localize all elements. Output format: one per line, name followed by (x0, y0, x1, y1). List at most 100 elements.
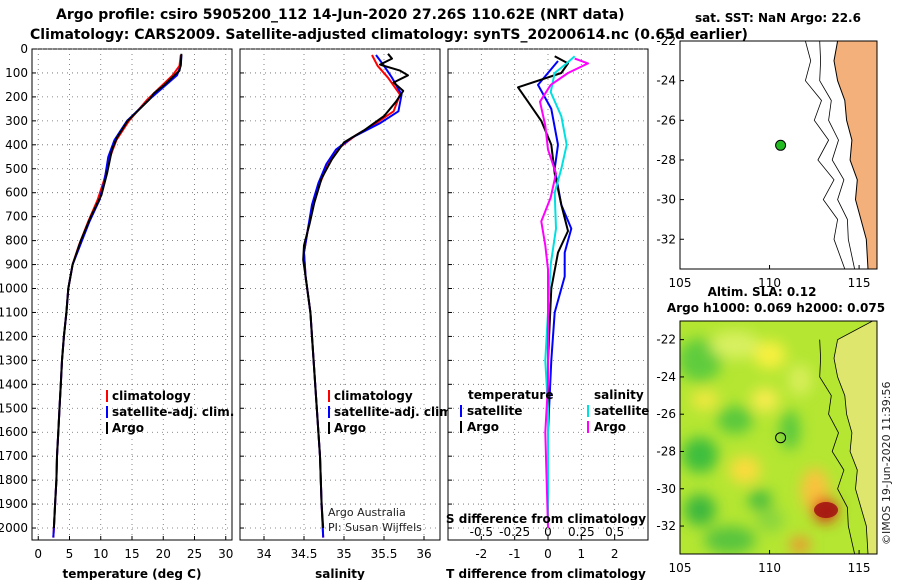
bathymetry-contour (804, 41, 846, 269)
sst-map-frame (679, 40, 878, 270)
temperature-lines (52, 53, 183, 538)
legend-label-s-satellite: satellite (594, 404, 649, 418)
x-tick-label: 35.5 (371, 547, 398, 561)
y-tick-label: 500 (5, 162, 28, 176)
map-y-tick-label: -32 (656, 519, 676, 533)
y-tick-label: 800 (5, 234, 28, 248)
x2-tick-label: 0.25 (568, 525, 595, 539)
legend-label-s-argo: Argo (594, 420, 626, 434)
difference-ticks: -2 -1 0 1 2 -0.5 -0.25 0 0.25 0.5 (448, 48, 624, 561)
x-tick-label: -2 (475, 547, 487, 561)
legend-label-t-argo: Argo (467, 420, 499, 434)
bathymetry-contour (819, 41, 855, 269)
x-tick-label: -1 (509, 547, 521, 561)
y-tick-label: 1500 (0, 401, 28, 415)
sla-map-ticks: -22 -24 -26 -28 -30 -32 105 110 115 (656, 333, 870, 575)
series-line-t-argo (517, 55, 569, 528)
salinity-plot-frame (239, 48, 441, 541)
legend-label-argo: Argo (334, 421, 366, 435)
map-x-tick-label: 110 (758, 561, 781, 575)
x-tick-label: 36 (416, 547, 431, 561)
x2-tick-label: -0.5 (470, 525, 493, 539)
x-tick-label: 2 (611, 547, 619, 561)
y-tick-label: 1600 (0, 425, 28, 439)
x-tick-label: 35 (336, 547, 351, 561)
x-tick-label: 30 (218, 547, 233, 561)
difference-lines (517, 55, 589, 529)
legend-label-satellite-adj: satellite-adj. clim. (334, 405, 456, 419)
y-tick-label: 1800 (0, 473, 28, 487)
sst-map-ticks: -22 -24 -26 -28 -30 -32 105 110 115 (656, 34, 870, 290)
temperature-xlabel: temperature (deg C) (63, 567, 202, 580)
legend-title-temperature: temperature (468, 388, 553, 402)
y-tick-label: 1000 (0, 282, 28, 296)
temperature-grid (32, 48, 232, 540)
bathymetry-contour (819, 339, 855, 554)
y-tick-label: 700 (5, 210, 28, 224)
land-area (833, 41, 877, 269)
y-tick-label: 200 (5, 90, 28, 104)
credit-text: Argo Australia (328, 506, 406, 519)
x-tick-label: 25 (187, 547, 202, 561)
sla-map-title-line2: Argo h1000: 0.069 h2000: 0.075 (667, 301, 885, 315)
pi-text: PI: Susan Wijffels (328, 521, 422, 534)
x-tick-label: 34 (256, 547, 271, 561)
argo-float-marker (775, 139, 787, 151)
y-tick-label: 1900 (0, 497, 28, 511)
y-tick-label: 0 (20, 42, 28, 56)
series-line-argo (302, 53, 409, 529)
argo-float-marker (775, 432, 787, 444)
y-tick-label: 300 (5, 114, 28, 128)
map-x-tick-label: 105 (669, 276, 692, 290)
x-tick-label: 1 (578, 547, 586, 561)
y-tick-label: 1400 (0, 377, 28, 391)
x-tick-label: 5 (66, 547, 74, 561)
difference-panel: -2 -1 0 1 2 -0.5 -0.25 0 0.25 0.5 T difference fr… (446, 48, 649, 580)
legend-label-climatology: climatology (334, 389, 413, 403)
x2-tick-label: 0 (544, 525, 552, 539)
x-tick-label: 0 (34, 547, 42, 561)
legend-label-satellite-adj: satellite-adj. clim. (112, 405, 234, 419)
sst-map: sat. SST: NaN Argo: 22.6 -22 -24 -26 -28 -30… (656, 11, 878, 290)
sst-map-title: sat. SST: NaN Argo: 22.6 (695, 11, 861, 25)
map-y-tick-label: -30 (656, 193, 676, 207)
map-y-tick-label: -32 (656, 232, 676, 246)
legend-title-salinity: salinity (594, 388, 644, 402)
legend-label-t-satellite: satellite (467, 404, 522, 418)
salinity-grid (240, 48, 440, 540)
sla-heatmap (680, 321, 877, 554)
salinity-legend: climatology satellite-adj. clim. Argo (328, 389, 456, 435)
temperature-legend: climatology satellite-adj. clim. Argo (106, 389, 234, 435)
temperature-panel: 0100200300400500600700800900100011001200… (0, 42, 234, 580)
map-x-tick-label: 110 (758, 276, 781, 290)
legend-label-argo: Argo (112, 421, 144, 435)
y-tick-label: 1300 (0, 353, 28, 367)
y-tick-label: 900 (5, 258, 28, 272)
y-tick-label: 400 (5, 138, 28, 152)
x-tick-label: 10 (93, 547, 108, 561)
map-y-tick-label: -24 (656, 74, 676, 88)
series-line-argo (52, 53, 183, 529)
salinity-xlabel: salinity (315, 567, 365, 580)
salinity-ticks: 34 34.5 35 35.5 36 (240, 48, 432, 561)
map-y-tick-label: -26 (656, 407, 676, 421)
figure-title-line2: Climatology: CARS2009. Satellite-adjuste… (30, 27, 748, 43)
y-tick-label: 100 (5, 66, 28, 80)
temperature-ticks: 0100200300400500600700800900100011001200… (0, 42, 233, 561)
x2-tick-label: -0.25 (499, 525, 530, 539)
x-tick-label: 0 (544, 547, 552, 561)
map-x-tick-label: 105 (669, 561, 692, 575)
x-tick-label: 15 (124, 547, 139, 561)
map-y-tick-label: -24 (656, 370, 676, 384)
salinity-lines (302, 53, 409, 538)
map-y-tick-label: -22 (656, 34, 676, 48)
y-tick-label: 600 (5, 186, 28, 200)
s-difference-label: S difference from climatology (446, 512, 646, 526)
y-tick-label: 2000 (0, 521, 28, 535)
map-x-tick-label: 115 (848, 561, 871, 575)
map-y-tick-label: -22 (656, 333, 676, 347)
map-x-tick-label: 115 (848, 276, 871, 290)
y-tick-label: 1700 (0, 449, 28, 463)
figure-title-line1: Argo profile: csiro 5905200_112 14-Jun-2… (56, 7, 625, 23)
